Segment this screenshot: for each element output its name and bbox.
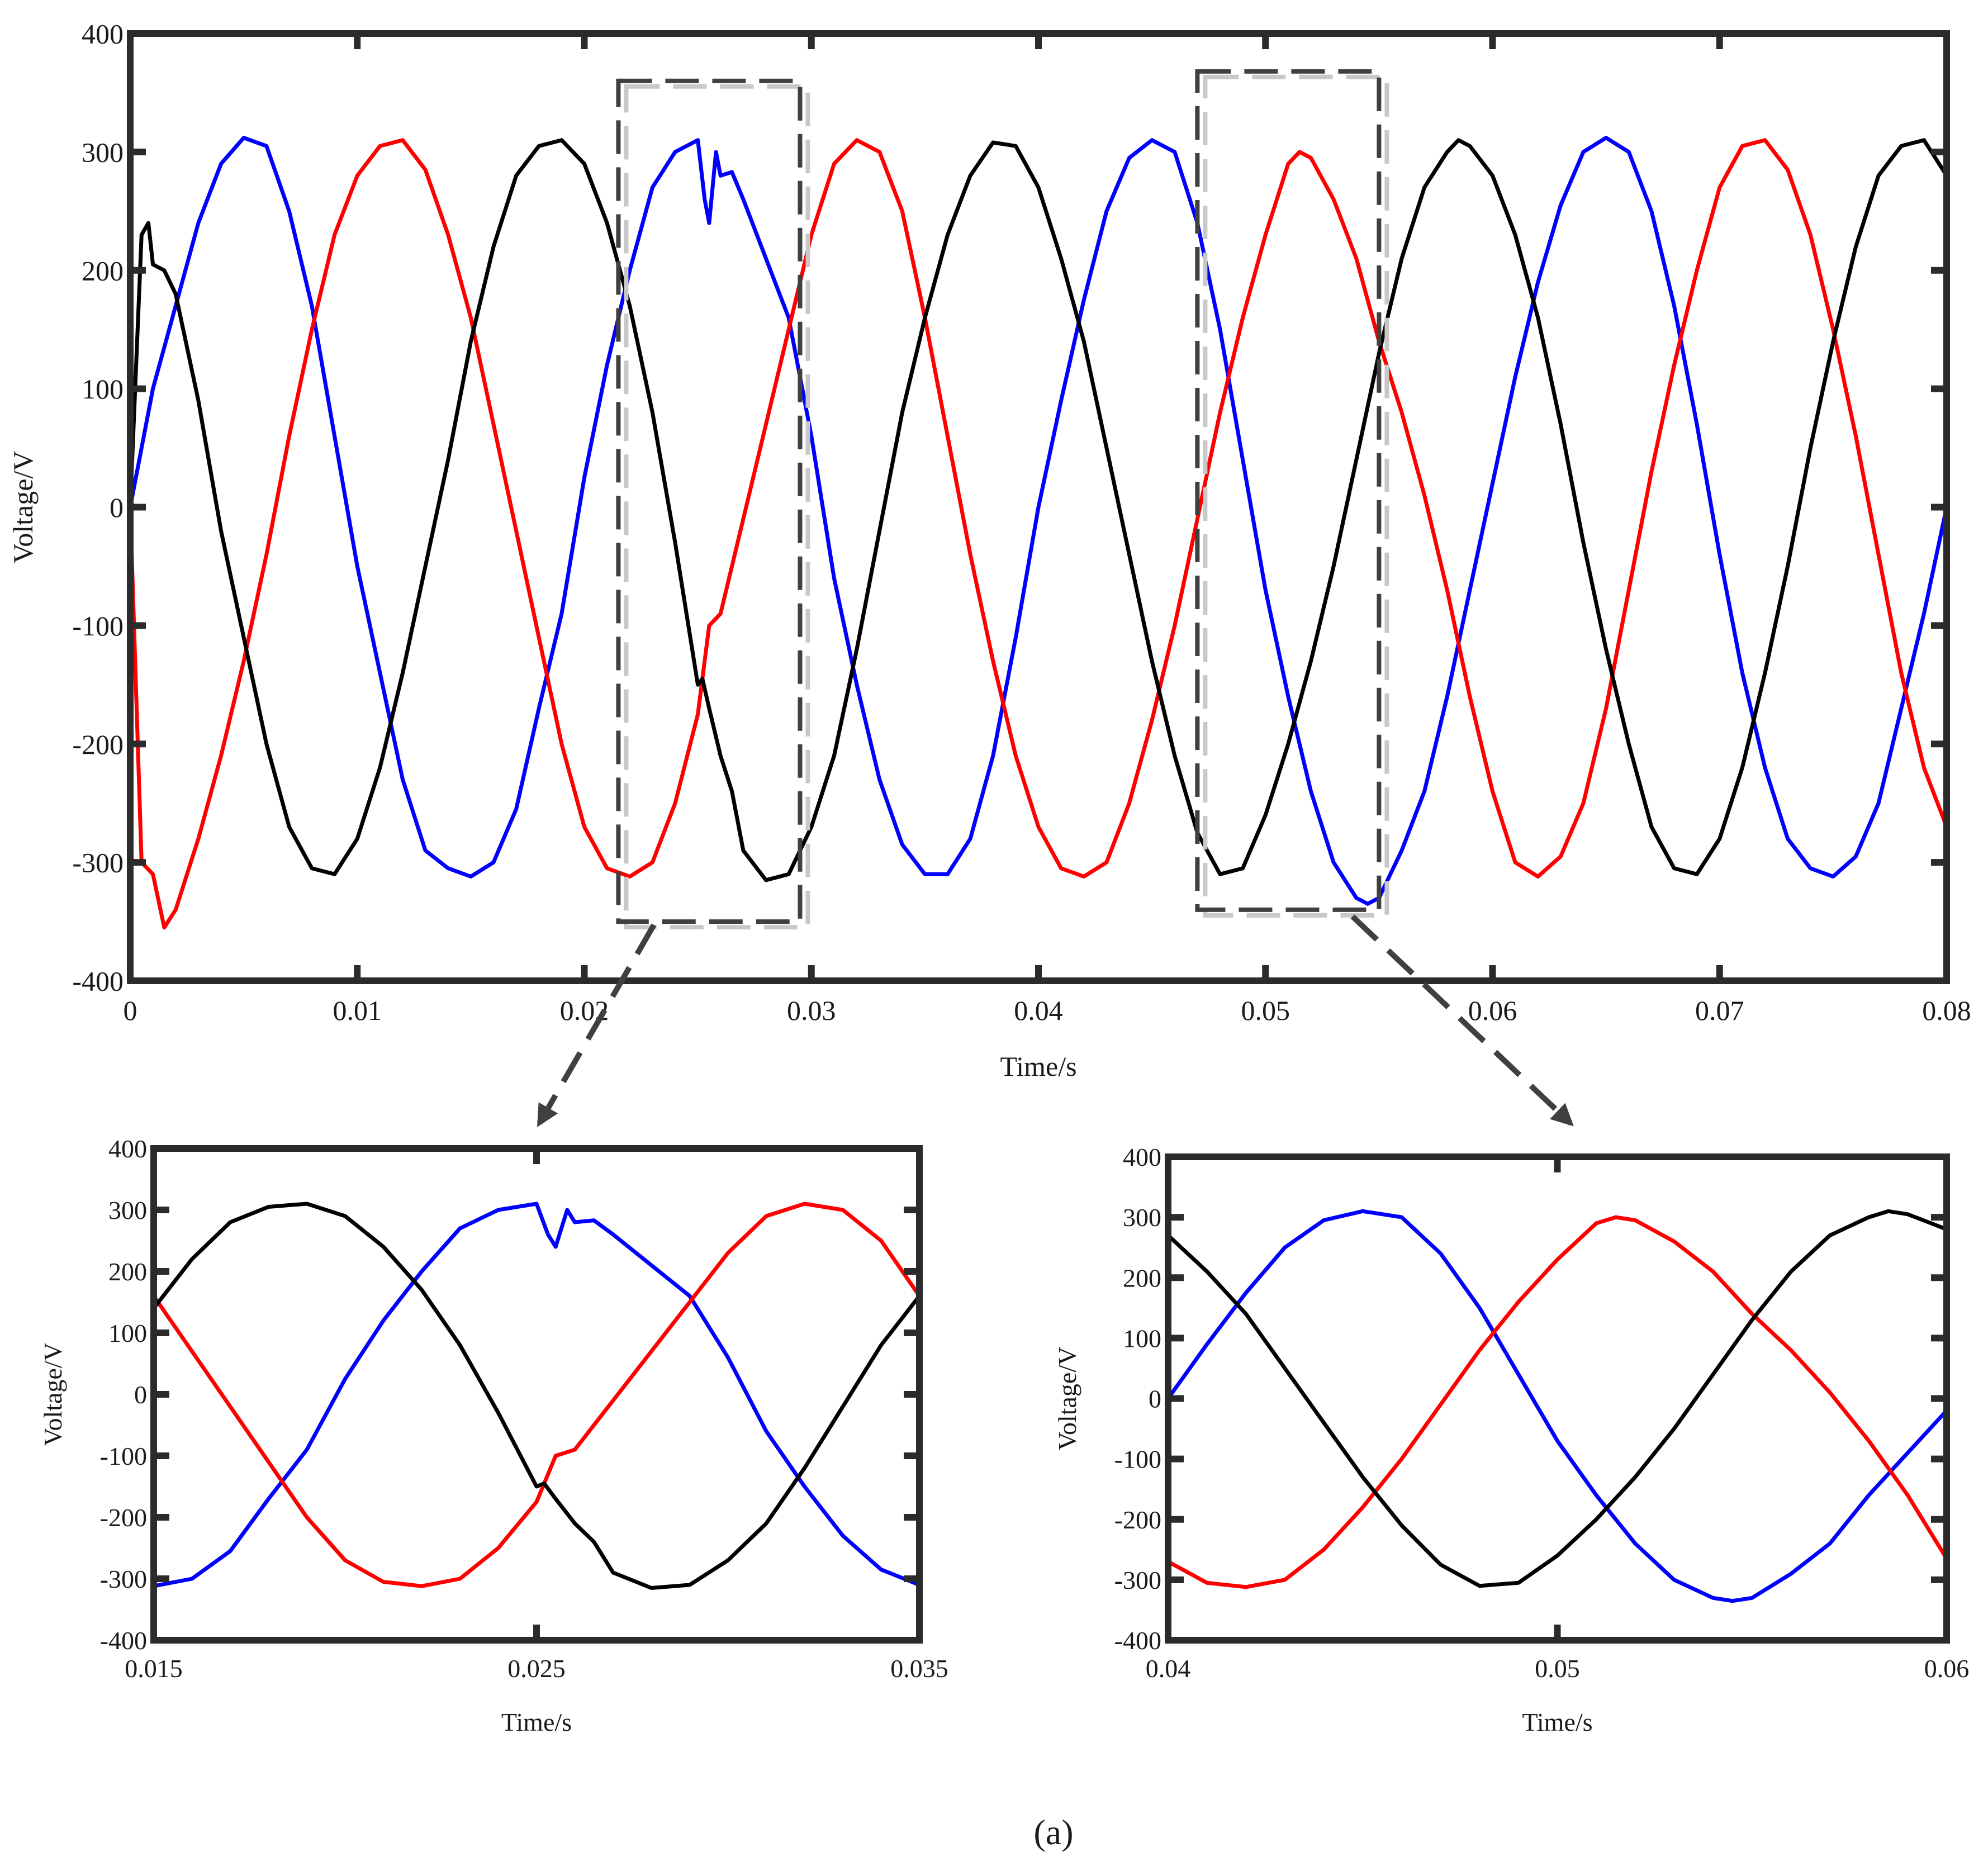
main-xtick-label-0: 0 <box>124 995 137 1026</box>
zoom-left-xtick-label-0: 0.015 <box>125 1654 183 1683</box>
zoom-left-plot-frame <box>150 1145 923 1644</box>
zoom-arrow-left <box>537 923 657 1127</box>
main-xtick-label-6: 0.06 <box>1468 995 1517 1026</box>
main-ytick-label-6: -200 <box>72 729 124 760</box>
main-xtick-label-3: 0.03 <box>787 995 836 1026</box>
zoom-right-xtick-label-1: 0.05 <box>1535 1654 1580 1683</box>
main-x-axis-title: Time/s <box>1000 1051 1076 1082</box>
zoom-left-ytick-label-7: -300 <box>100 1565 147 1593</box>
zoom-left-series-line-1 <box>151 1202 922 1588</box>
zoom-right-plot-frame <box>1165 1153 1950 1644</box>
main-xtick-label-7: 0.07 <box>1695 995 1744 1026</box>
main-y-axis-title: Voltage/V <box>7 451 39 564</box>
zoom-left-ytick-label-5: -100 <box>100 1442 147 1470</box>
main-ytick-label-5: -100 <box>72 610 124 642</box>
main-ytick-label-4: 0 <box>110 492 124 523</box>
zoom-left-ytick-label-2: 200 <box>108 1257 147 1286</box>
main-xtick-label-5: 0.05 <box>1241 995 1290 1026</box>
main-xtick-label-8: 0.08 <box>1922 995 1971 1026</box>
zoom-left-series-line-2 <box>151 1202 922 1590</box>
main-zoom-box-light-0 <box>624 84 810 930</box>
zoom-right-ytick-label-5: -100 <box>1114 1445 1161 1474</box>
figure-caption: (a) <box>1033 1812 1073 1852</box>
main-ytick-label-3: 100 <box>82 373 124 405</box>
zoom-right-ytick-label-1: 300 <box>1123 1203 1161 1232</box>
zoom-left-ytick-label-3: 100 <box>108 1319 147 1347</box>
zoom-left-y-axis-title: Voltage/V <box>39 1342 67 1446</box>
main-xtick-label-1: 0.01 <box>333 995 382 1026</box>
main-zoom-box-0 <box>616 78 803 924</box>
main-ytick-label-8: -400 <box>72 966 124 997</box>
zoom-left-ytick-label-6: -200 <box>100 1503 147 1532</box>
main-zoom-box-light-1 <box>1203 74 1389 918</box>
zoom-right-ytick-label-2: 200 <box>1123 1264 1161 1292</box>
zoom-left-chart: 0.015 0.025 0.035 400 300 200 100 0 -100 -200 -300… <box>39 1134 948 1736</box>
main-zoom-box-1 <box>1195 69 1382 912</box>
zoom-right-xtick-label-0: 0.04 <box>1146 1654 1191 1683</box>
zoom-arrows <box>537 914 1574 1127</box>
zoom-left-ytick-label-1: 300 <box>108 1196 147 1224</box>
main-ytick-label-1: 300 <box>82 136 124 168</box>
zoom-right-series-line-1 <box>1166 1215 1949 1589</box>
zoom-right-ytick-label-8: -400 <box>1114 1626 1161 1655</box>
zoom-right-ytick-label-0: 400 <box>1123 1143 1161 1171</box>
zoom-left-ytick-label-8: -400 <box>100 1626 147 1655</box>
main-ytick-label-0: 400 <box>82 18 124 50</box>
zoom-left-xtick-label-2: 0.035 <box>890 1654 948 1683</box>
zoom-arrow-right <box>1350 914 1574 1127</box>
zoom-left-x-axis-title: Time/s <box>501 1708 572 1736</box>
zoom-right-x-axis-title: Time/s <box>1522 1708 1592 1736</box>
zoom-right-chart: 0.04 0.05 0.06 400 300 200 100 0 -100 -200 -300 -40… <box>1053 1143 1969 1736</box>
main-series-line-1 <box>128 138 1949 930</box>
main-chart: 0 0.01 0.02 0.03 0.04 0.05 0.06 0.07 0.084003002… <box>7 18 1971 1082</box>
zoom-right-ytick-label-4: 0 <box>1149 1385 1161 1413</box>
main-xtick-label-4: 0.04 <box>1014 995 1063 1026</box>
zoom-right-ytick-label-7: -300 <box>1114 1566 1161 1594</box>
main-ytick-label-2: 200 <box>82 255 124 286</box>
zoom-right-series-line-2 <box>1166 1209 1949 1588</box>
zoom-left-ytick-label-4: 0 <box>134 1380 147 1409</box>
zoom-left-ytick-label-0: 400 <box>108 1134 147 1163</box>
main-ytick-label-7: -300 <box>72 847 124 879</box>
zoom-right-ytick-label-3: 100 <box>1123 1324 1161 1352</box>
main-series-line-0 <box>128 136 1949 906</box>
zoom-left-series-line-0 <box>151 1202 922 1588</box>
zoom-right-ytick-label-6: -200 <box>1114 1506 1161 1534</box>
zoom-right-y-axis-title: Voltage/V <box>1053 1347 1081 1451</box>
main-series-line-2 <box>128 138 1949 882</box>
zoom-right-series-line-0 <box>1166 1209 1949 1603</box>
zoom-right-xtick-label-2: 0.06 <box>1924 1654 1970 1683</box>
zoom-left-xtick-label-1: 0.025 <box>507 1654 566 1683</box>
